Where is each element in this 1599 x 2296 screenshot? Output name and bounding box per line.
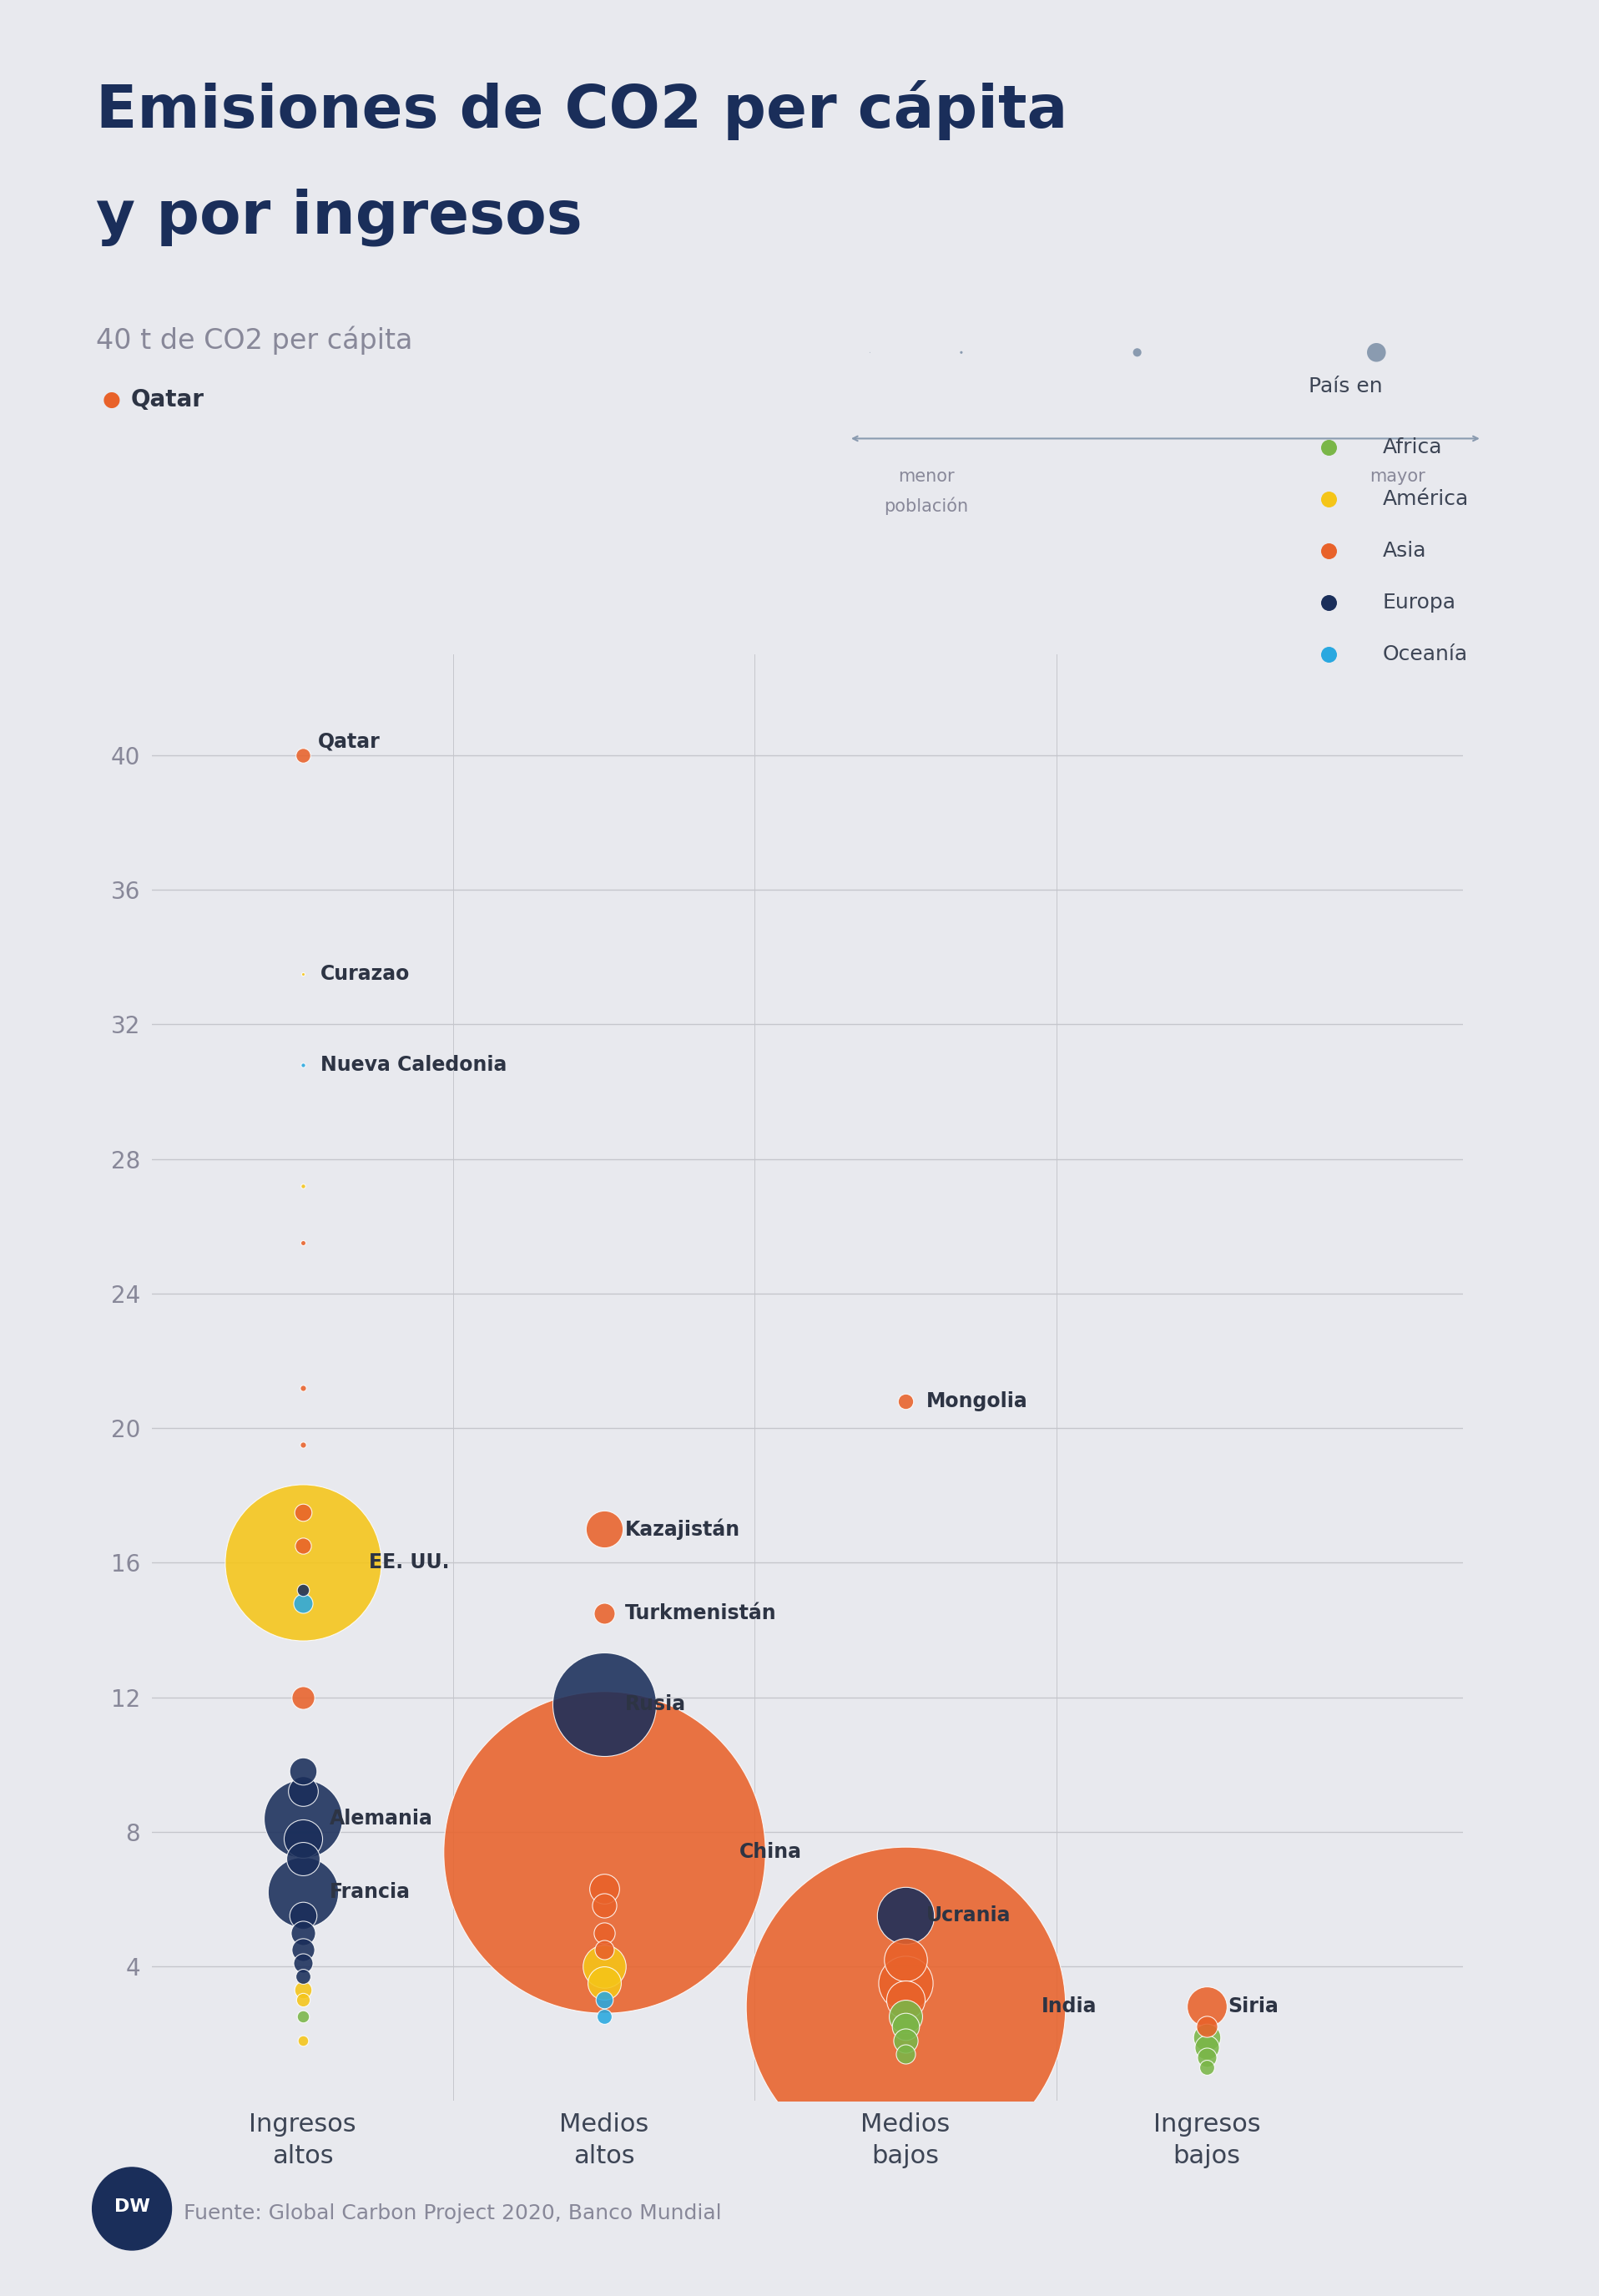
Point [892,1998,918,2034]
Point [892,2009,918,2046]
Point [289,1874,315,1910]
Text: ●: ● [102,390,120,409]
Text: Ucrania: Ucrania [926,1906,1011,1926]
Point [857,333,883,370]
Point [892,2034,918,2071]
Point [289,1915,315,1952]
Text: 40 t de CO2 per cápita: 40 t de CO2 per cápita [96,326,413,356]
Text: Africa: Africa [1383,436,1442,457]
Point [592,1947,617,1984]
Point [289,1224,315,1261]
Point [592,1596,617,1632]
Point [592,1887,617,1924]
Point [1194,2048,1220,2085]
Point [289,955,315,992]
Point [892,1981,918,2018]
Point [948,333,974,370]
Text: DW: DW [114,2200,150,2216]
Point [1194,2030,1220,2066]
Point [592,1998,617,2034]
Point [1316,429,1342,466]
Text: Alemania: Alemania [329,1809,433,1828]
Text: EE. UU.: EE. UU. [369,1552,449,1573]
Point [289,1841,315,1878]
Point [289,1896,315,1933]
Point [592,1931,617,1968]
Text: población: población [884,498,969,514]
Point [1194,2039,1220,2076]
Point [289,1972,315,2009]
Point [592,1685,617,1722]
Point [289,1047,315,1084]
Point [289,1773,315,1809]
Text: menor: menor [899,468,955,484]
Text: Qatar: Qatar [318,732,381,751]
Text: Fuente: Global Carbon Project 2020, Banco Mundial: Fuente: Global Carbon Project 2020, Banc… [184,2204,721,2223]
Text: Oceanía: Oceanía [1383,645,1468,664]
Text: Qatar: Qatar [131,388,205,411]
Point [1316,636,1342,673]
Point [289,1958,315,1995]
Point [1194,2009,1220,2046]
Point [289,1800,315,1837]
Text: Europa: Europa [1383,592,1457,613]
Text: Mongolia: Mongolia [926,1391,1028,1412]
Point [289,1495,315,1531]
Point [892,1965,918,2002]
Point [289,1981,315,2018]
Text: China: China [740,1841,803,1862]
Text: Rusia: Rusia [625,1694,686,1713]
Point [892,2023,918,2060]
Point [289,1570,315,1607]
Point [1124,333,1150,370]
Point [289,1678,315,1715]
Point [289,1527,315,1564]
Point [289,1584,315,1621]
Point [592,1965,617,2002]
Point [1316,480,1342,517]
Point [289,1752,315,1789]
Point [592,1871,617,1908]
Point [892,1382,918,1419]
Text: Emisiones de CO2 per cápita: Emisiones de CO2 per cápita [96,80,1068,140]
Point [1316,583,1342,620]
Point [289,737,315,774]
Text: Francia: Francia [329,1883,411,1903]
Text: Nueva Caledonia: Nueva Caledonia [321,1054,507,1075]
Text: Curazao: Curazao [321,964,411,985]
Text: País en: País en [1310,377,1383,397]
Point [892,1940,918,1977]
Point [289,1426,315,1463]
Point [1194,2018,1220,2055]
Point [289,1945,315,1981]
Point [892,1988,918,2025]
Point [289,1821,315,1857]
Point [289,1166,315,1203]
Text: Siria: Siria [1228,1998,1279,2016]
Point [592,1835,617,1871]
Point [592,1915,617,1952]
Circle shape [93,2167,171,2250]
Point [289,1545,315,1582]
Point [289,1931,315,1968]
Text: Asia: Asia [1383,542,1426,560]
Point [1364,333,1390,370]
Point [592,1511,617,1548]
Point [1316,533,1342,569]
Point [1194,1988,1220,2025]
Point [289,2023,315,2060]
Point [289,1368,315,1405]
Text: América: América [1383,489,1469,510]
Text: mayor: mayor [1370,468,1425,484]
Point [892,1896,918,1933]
Point [592,1981,617,2018]
Text: y por ingresos: y por ingresos [96,188,582,246]
Point [289,1998,315,2034]
Text: India: India [1041,1998,1097,2016]
Text: Turkmenistán: Turkmenistán [625,1603,777,1623]
Text: Kazajistán: Kazajistán [625,1518,740,1541]
